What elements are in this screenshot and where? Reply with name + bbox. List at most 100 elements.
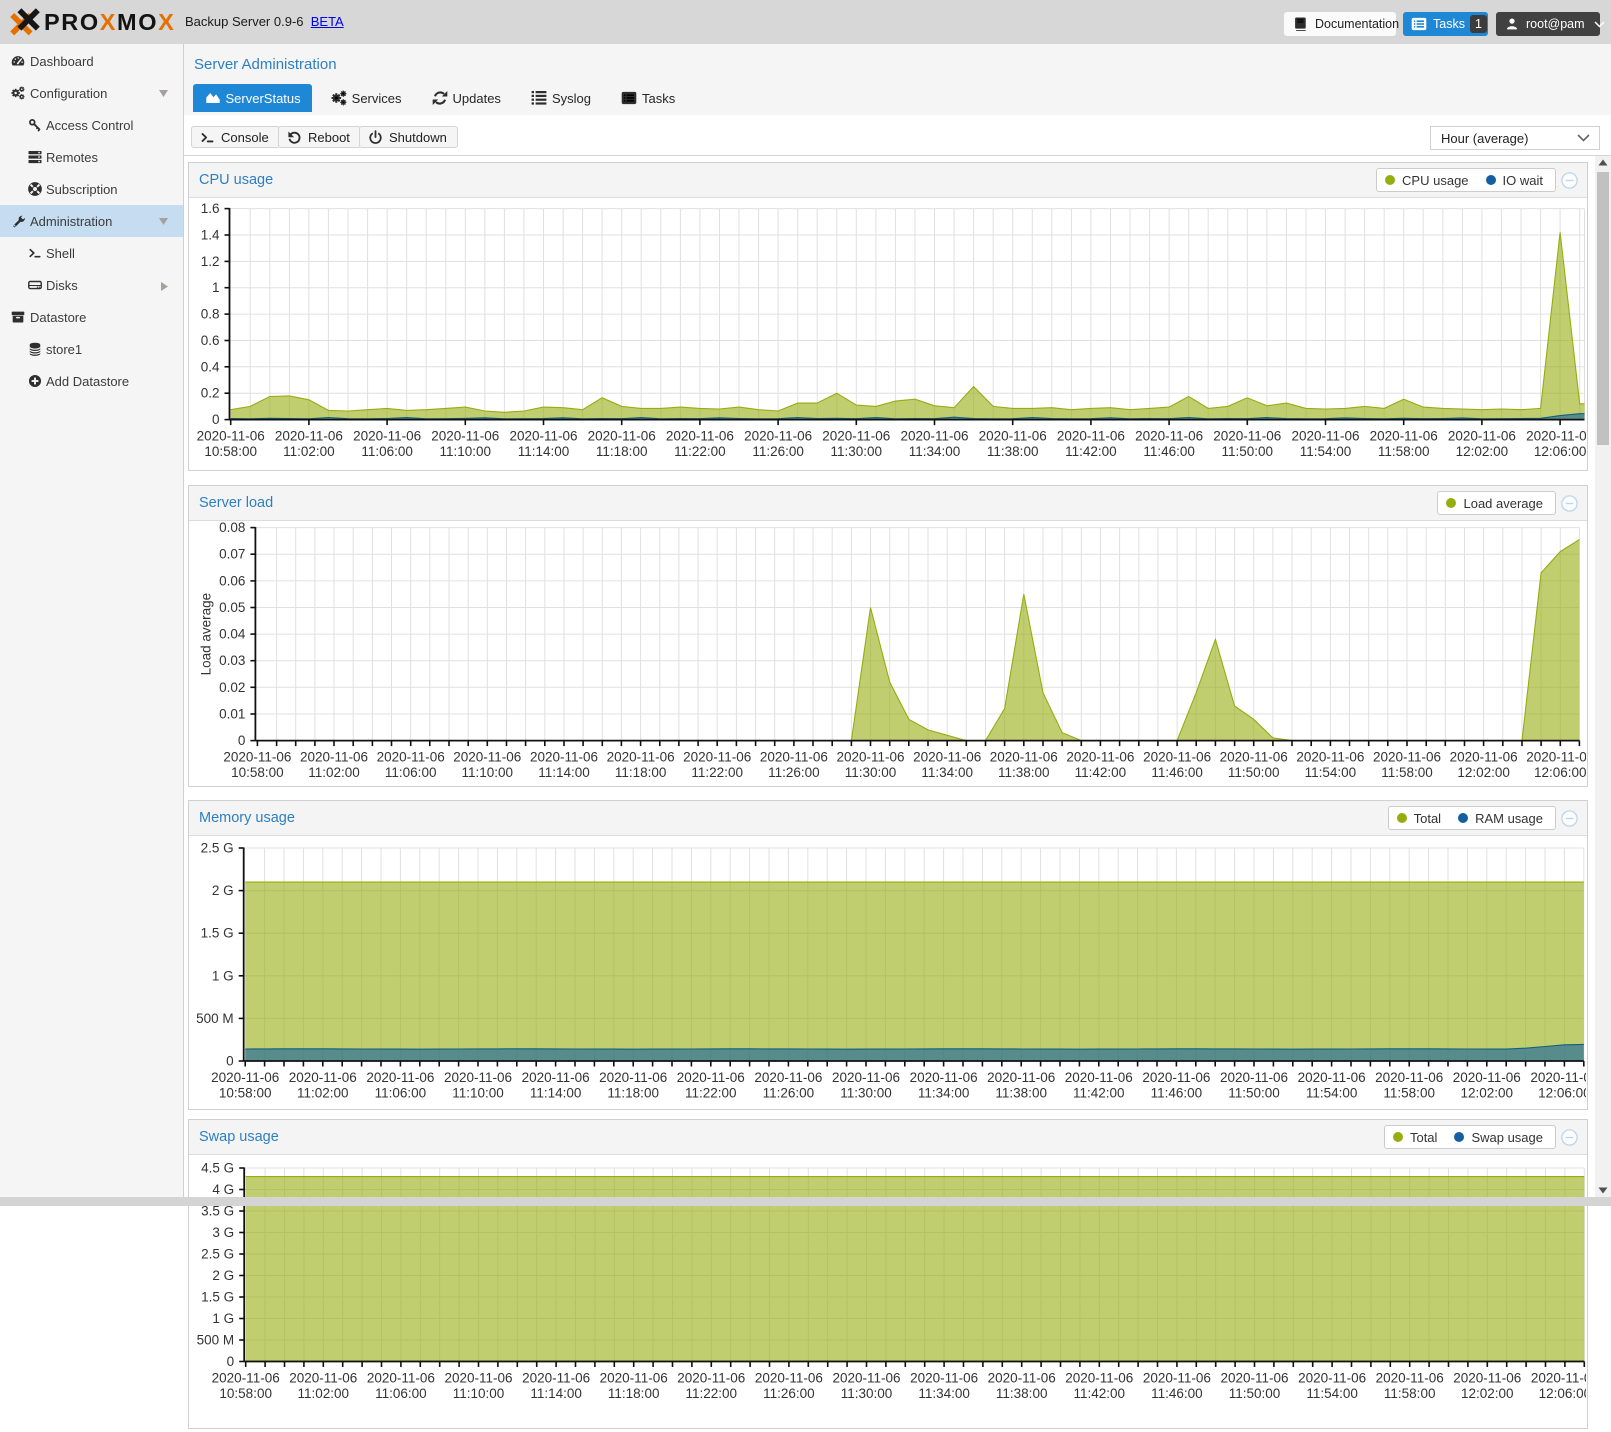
svg-text:2020-11-06: 2020-11-06 [836, 750, 904, 765]
svg-text:2020-11-06: 2020-11-06 [1448, 429, 1516, 444]
svg-text:11:34:00: 11:34:00 [921, 765, 973, 780]
svg-text:11:10:00: 11:10:00 [452, 1086, 504, 1101]
svg-text:0.03: 0.03 [219, 653, 245, 668]
svg-text:2020-11-06: 2020-11-06 [367, 1371, 435, 1386]
svg-text:11:22:00: 11:22:00 [674, 444, 726, 459]
svg-text:11:18:00: 11:18:00 [596, 444, 648, 459]
svg-text:11:14:00: 11:14:00 [518, 444, 570, 459]
svg-text:1.6: 1.6 [201, 201, 220, 216]
svg-text:11:42:00: 11:42:00 [1074, 1386, 1126, 1401]
svg-text:2020-11-06: 2020-11-06 [1526, 429, 1586, 444]
svg-text:12:06:00: 12:06:00 [1538, 1086, 1586, 1101]
svg-text:1.4: 1.4 [201, 228, 220, 243]
svg-text:2020-11-06: 2020-11-06 [1453, 1070, 1521, 1085]
svg-text:11:06:00: 11:06:00 [375, 1386, 427, 1401]
svg-text:11:46:00: 11:46:00 [1151, 1386, 1203, 1401]
svg-text:0: 0 [238, 733, 246, 748]
svg-text:11:54:00: 11:54:00 [1306, 1086, 1358, 1101]
svg-text:2020-11-06: 2020-11-06 [275, 429, 343, 444]
svg-text:2020-11-06: 2020-11-06 [1526, 750, 1586, 765]
svg-text:2020-11-06: 2020-11-06 [1531, 1371, 1586, 1386]
svg-text:11:54:00: 11:54:00 [1305, 765, 1357, 780]
svg-text:11:14:00: 11:14:00 [538, 765, 590, 780]
svg-text:2020-11-06: 2020-11-06 [289, 1070, 357, 1085]
svg-text:2020-11-06: 2020-11-06 [212, 1371, 280, 1386]
svg-text:2020-11-06: 2020-11-06 [509, 429, 577, 444]
svg-text:11:22:00: 11:22:00 [685, 1086, 737, 1101]
svg-text:2 G: 2 G [212, 1268, 234, 1283]
svg-text:2020-11-06: 2020-11-06 [377, 750, 445, 765]
svg-text:2020-11-06: 2020-11-06 [1296, 750, 1364, 765]
svg-text:0.2: 0.2 [201, 386, 220, 401]
svg-text:1.5 G: 1.5 G [201, 926, 234, 941]
svg-text:0.02: 0.02 [219, 680, 245, 695]
svg-text:2020-11-06: 2020-11-06 [1065, 1371, 1133, 1386]
svg-text:2020-11-06: 2020-11-06 [1065, 1070, 1133, 1085]
svg-text:11:26:00: 11:26:00 [763, 1086, 815, 1101]
svg-text:12:02:00: 12:02:00 [1456, 444, 1509, 459]
svg-text:2020-11-06: 2020-11-06 [1135, 429, 1203, 444]
svg-text:11:14:00: 11:14:00 [530, 1086, 582, 1101]
svg-text:2020-11-06: 2020-11-06 [289, 1371, 357, 1386]
svg-text:12:02:00: 12:02:00 [1461, 1386, 1514, 1401]
svg-text:2020-11-06: 2020-11-06 [599, 1070, 667, 1085]
svg-text:11:38:00: 11:38:00 [987, 444, 1039, 459]
svg-text:2020-11-06: 2020-11-06 [990, 750, 1058, 765]
svg-text:2020-11-06: 2020-11-06 [366, 1070, 434, 1085]
svg-text:11:46:00: 11:46:00 [1151, 765, 1203, 780]
svg-text:3 G: 3 G [212, 1225, 234, 1240]
svg-text:12:06:00: 12:06:00 [1534, 444, 1586, 459]
svg-text:2020-11-06: 2020-11-06 [910, 1070, 978, 1085]
svg-text:0.06: 0.06 [219, 573, 245, 588]
svg-text:2020-11-06: 2020-11-06 [744, 429, 812, 444]
svg-text:11:18:00: 11:18:00 [608, 1386, 660, 1401]
svg-text:11:46:00: 11:46:00 [1143, 444, 1195, 459]
svg-text:0.4: 0.4 [201, 359, 220, 374]
svg-text:0.04: 0.04 [219, 627, 246, 642]
svg-text:11:26:00: 11:26:00 [768, 765, 820, 780]
svg-text:2020-11-06: 2020-11-06 [1298, 1070, 1366, 1085]
svg-text:11:58:00: 11:58:00 [1381, 765, 1433, 780]
svg-text:2020-11-06: 2020-11-06 [1375, 1070, 1443, 1085]
svg-text:500 M: 500 M [197, 1333, 235, 1348]
svg-text:Load average: Load average [198, 593, 213, 676]
svg-text:1 G: 1 G [212, 968, 234, 983]
svg-text:11:54:00: 11:54:00 [1306, 1386, 1358, 1401]
svg-text:11:38:00: 11:38:00 [995, 1086, 1047, 1101]
svg-text:2020-11-06: 2020-11-06 [588, 429, 656, 444]
svg-text:2020-11-06: 2020-11-06 [1220, 750, 1288, 765]
svg-text:0: 0 [212, 412, 220, 427]
svg-text:12:06:00: 12:06:00 [1534, 765, 1586, 780]
svg-text:11:58:00: 11:58:00 [1384, 1386, 1436, 1401]
svg-text:11:26:00: 11:26:00 [752, 444, 804, 459]
svg-text:11:10:00: 11:10:00 [462, 765, 514, 780]
svg-text:0.6: 0.6 [201, 333, 220, 348]
svg-text:11:10:00: 11:10:00 [453, 1386, 505, 1401]
svg-text:11:26:00: 11:26:00 [763, 1386, 815, 1401]
svg-text:2020-11-06: 2020-11-06 [666, 429, 734, 444]
svg-text:11:42:00: 11:42:00 [1075, 765, 1127, 780]
svg-text:2020-11-06: 2020-11-06 [1298, 1371, 1366, 1386]
svg-text:2020-11-06: 2020-11-06 [979, 429, 1047, 444]
svg-text:11:06:00: 11:06:00 [385, 765, 437, 780]
svg-text:1: 1 [212, 280, 220, 295]
svg-text:10:58:00: 10:58:00 [231, 765, 284, 780]
svg-text:2020-11-06: 2020-11-06 [444, 1070, 512, 1085]
svg-text:2020-11-06: 2020-11-06 [1220, 1070, 1288, 1085]
svg-text:2020-11-06: 2020-11-06 [1143, 1371, 1211, 1386]
svg-text:11:30:00: 11:30:00 [841, 1386, 893, 1401]
svg-text:2020-11-06: 2020-11-06 [353, 429, 421, 444]
svg-text:2020-11-06: 2020-11-06 [987, 1070, 1055, 1085]
svg-text:1.2: 1.2 [201, 254, 220, 269]
svg-text:11:06:00: 11:06:00 [375, 1086, 427, 1101]
svg-text:2020-11-06: 2020-11-06 [754, 1070, 822, 1085]
svg-text:11:06:00: 11:06:00 [361, 444, 413, 459]
svg-text:0: 0 [226, 1054, 234, 1069]
svg-text:11:02:00: 11:02:00 [298, 1386, 350, 1401]
svg-text:11:42:00: 11:42:00 [1073, 1086, 1125, 1101]
svg-text:4.5 G: 4.5 G [201, 1161, 234, 1176]
svg-text:2020-11-06: 2020-11-06 [988, 1371, 1056, 1386]
svg-text:2020-11-06: 2020-11-06 [453, 750, 521, 765]
svg-text:2020-11-06: 2020-11-06 [1213, 429, 1281, 444]
svg-text:2020-11-06: 2020-11-06 [913, 750, 981, 765]
